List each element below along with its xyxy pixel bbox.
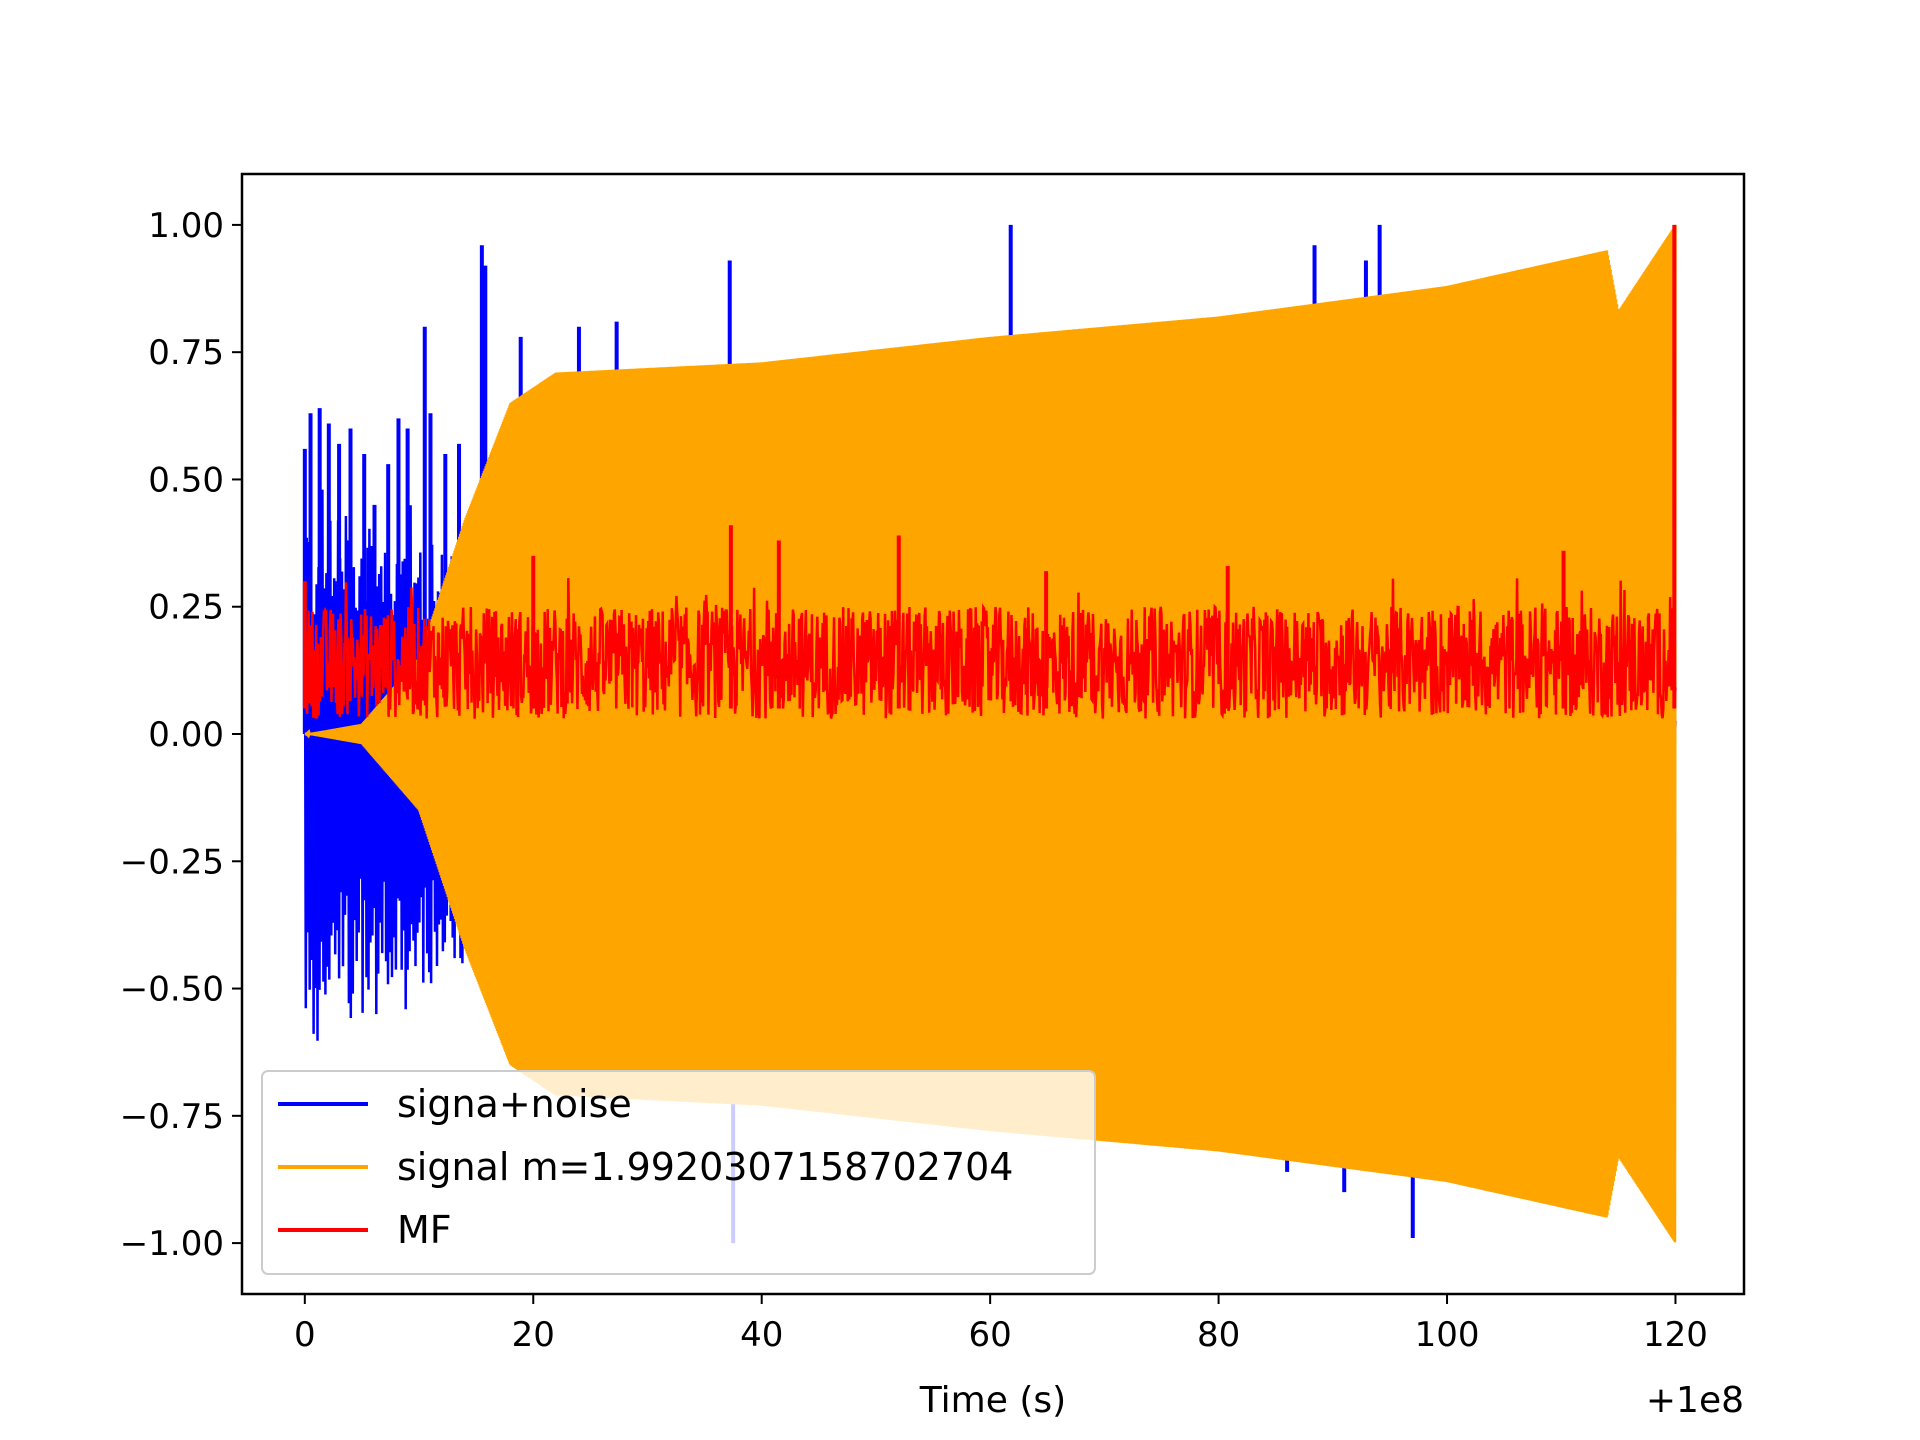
x-axis-label: Time (s) [919,1380,1066,1421]
legend-label-signa-noise: signa+noise [397,1082,632,1126]
y-tick-label: 0.75 [148,333,224,373]
x-tick-label: 100 [1415,1315,1480,1355]
x-axis: 0 20 40 60 80 100 120 [294,1294,1708,1355]
x-tick-label: 20 [512,1315,555,1355]
x-tick-label: 80 [1197,1315,1240,1355]
y-tick-label: −1.00 [120,1224,224,1264]
y-tick-label: −0.25 [120,842,224,882]
legend: signa+noise signal m=1.9920307158702704 … [261,1070,1096,1275]
x-offset-label: +1e8 [1646,1380,1744,1421]
y-tick-label: 0.00 [148,715,224,755]
series-signal-line [304,224,1677,1243]
x-tick-label: 120 [1643,1315,1708,1355]
y-tick-label: −0.50 [120,970,224,1010]
y-tick-label: 0.25 [148,588,224,628]
y-tick-label: 0.50 [148,460,224,500]
legend-label-signal: signal m=1.9920307158702704 [397,1145,1013,1189]
legend-label-mf: MF [397,1208,452,1252]
x-tick-label: 40 [740,1315,783,1355]
plot-area [302,224,1677,1244]
x-tick-label: 60 [969,1315,1012,1355]
y-axis: 1.00 0.75 0.50 0.25 0.00 −0.25 −0.50 −0.75 −1.00 [120,206,242,1264]
y-tick-label: −0.75 [120,1097,224,1137]
legend-box [261,1070,1096,1275]
y-tick-label: 1.00 [148,206,224,246]
x-tick-label: 0 [294,1315,316,1355]
